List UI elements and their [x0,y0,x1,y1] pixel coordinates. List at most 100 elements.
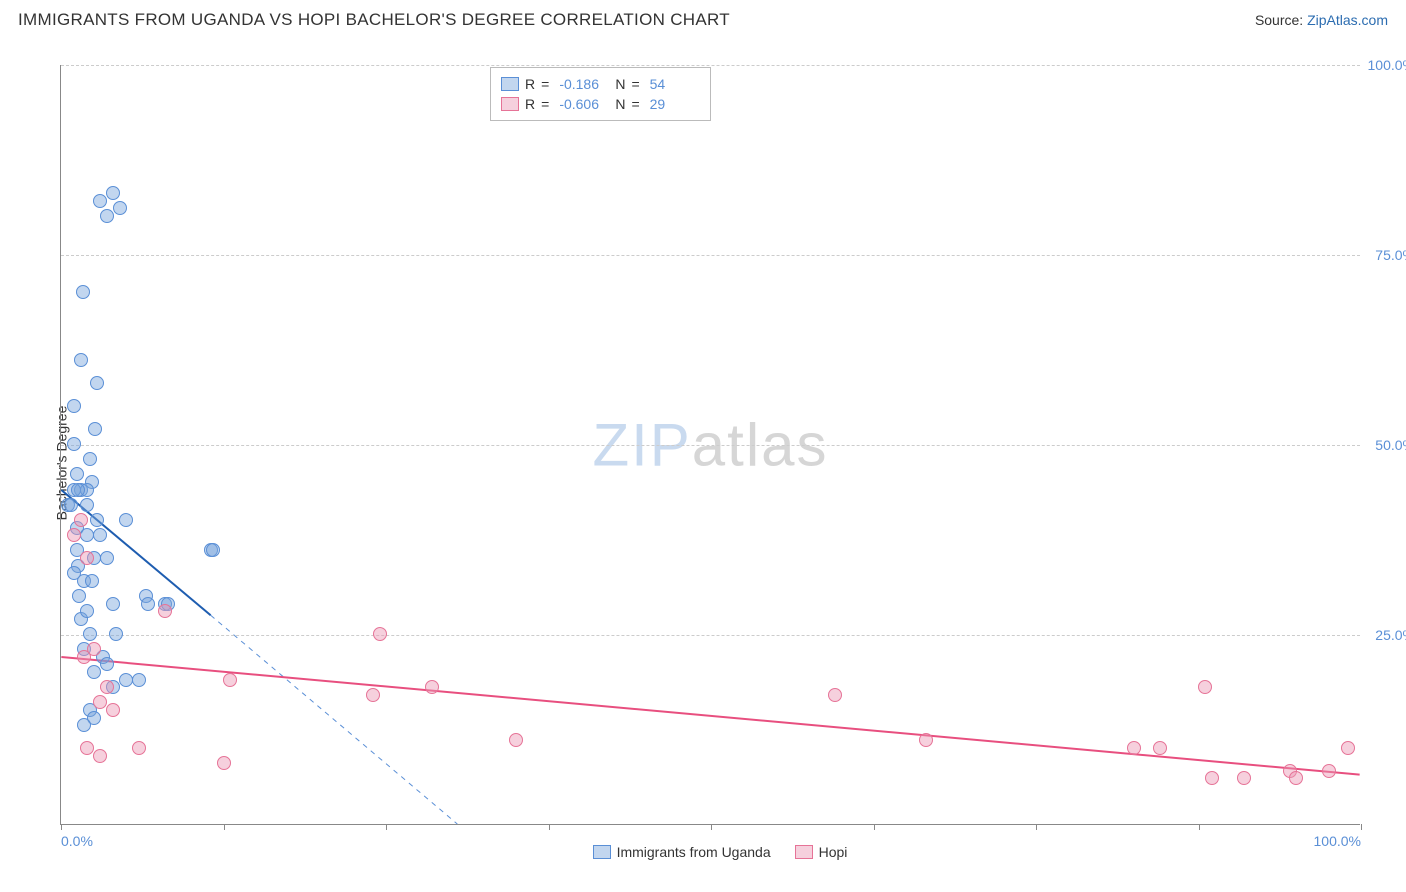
scatter-point [373,627,387,641]
scatter-point [366,688,380,702]
bottom-legend-label-1: Hopi [819,844,848,860]
scatter-point [87,642,101,656]
scatter-point [80,528,94,542]
scatter-point [80,498,94,512]
scatter-point [88,422,102,436]
scatter-point [85,574,99,588]
scatter-point [1341,741,1355,755]
legend-r-value-0: -0.186 [559,76,609,92]
scatter-point [217,756,231,770]
scatter-point [106,186,120,200]
scatter-point [90,376,104,390]
bottom-legend: Immigrants from Uganda Hopi [50,844,1390,860]
equals-sign: = [631,96,639,112]
legend-swatch-series-0 [501,77,519,91]
scatter-point [93,194,107,208]
x-tick [386,824,387,830]
scatter-point [132,673,146,687]
scatter-point [67,528,81,542]
legend-row: R = -0.606 N = 29 [501,94,700,114]
scatter-point [80,551,94,565]
legend-n-value-1: 29 [650,96,700,112]
legend-r-label: R [525,96,535,112]
bottom-legend-item: Hopi [795,844,848,860]
scatter-point [93,695,107,709]
bottom-legend-item: Immigrants from Uganda [593,844,771,860]
scatter-point [106,703,120,717]
plot-area: ZIPatlas 25.0%50.0%75.0%100.0%0.0%100.0% [60,65,1360,825]
legend-n-label: N [615,96,625,112]
scatter-point [72,589,86,603]
scatter-point [206,543,220,557]
scatter-point [1198,680,1212,694]
correlation-legend: R = -0.186 N = 54 R = -0.606 N = 29 [490,67,711,121]
scatter-point [100,680,114,694]
scatter-point [1205,771,1219,785]
scatter-point [93,528,107,542]
x-tick [1361,824,1362,830]
scatter-point [64,498,78,512]
scatter-point [223,673,237,687]
legend-swatch-series-1 [501,97,519,111]
source-link[interactable]: ZipAtlas.com [1307,12,1388,28]
equals-sign: = [631,76,639,92]
legend-r-label: R [525,76,535,92]
chart-title: IMMIGRANTS FROM UGANDA VS HOPI BACHELOR'… [18,10,730,30]
scatter-point [1289,771,1303,785]
scatter-point [919,733,933,747]
legend-swatch-series-1 [795,845,813,859]
equals-sign: = [541,76,549,92]
scatter-point [109,627,123,641]
legend-swatch-series-0 [593,845,611,859]
x-tick [711,824,712,830]
scatter-point [100,209,114,223]
scatter-point [119,513,133,527]
scatter-point [80,604,94,618]
scatter-point [74,513,88,527]
scatter-point [106,597,120,611]
scatter-point [67,437,81,451]
x-tick [61,824,62,830]
scatter-point [509,733,523,747]
scatter-point [119,673,133,687]
x-tick [874,824,875,830]
source: Source: ZipAtlas.com [1255,12,1388,28]
scatter-point [1322,764,1336,778]
legend-r-value-1: -0.606 [559,96,609,112]
gridline [61,65,1360,66]
scatter-point [1153,741,1167,755]
scatter-point [100,657,114,671]
scatter-point [71,483,85,497]
scatter-point [70,467,84,481]
gridline [61,635,1360,636]
scatter-point [83,627,97,641]
gridline [61,445,1360,446]
scatter-point [80,741,94,755]
scatter-point [158,604,172,618]
chart-container: Bachelor's Degree ZIPatlas 25.0%50.0%75.… [50,45,1390,865]
x-tick [224,824,225,830]
scatter-point [67,566,81,580]
scatter-point [74,353,88,367]
legend-n-label: N [615,76,625,92]
y-tick-label: 75.0% [1365,247,1406,263]
scatter-point [425,680,439,694]
scatter-point [141,597,155,611]
scatter-point [83,452,97,466]
scatter-point [87,665,101,679]
legend-n-value-0: 54 [650,76,700,92]
legend-row: R = -0.186 N = 54 [501,74,700,94]
scatter-point [100,551,114,565]
y-tick-label: 100.0% [1365,57,1406,73]
scatter-point [828,688,842,702]
source-label: Source: [1255,12,1307,28]
scatter-point [67,399,81,413]
bottom-legend-label-0: Immigrants from Uganda [617,844,771,860]
scatter-point [132,741,146,755]
equals-sign: = [541,96,549,112]
scatter-point [90,513,104,527]
gridline [61,255,1360,256]
scatter-point [77,718,91,732]
x-tick [1199,824,1200,830]
scatter-point [113,201,127,215]
